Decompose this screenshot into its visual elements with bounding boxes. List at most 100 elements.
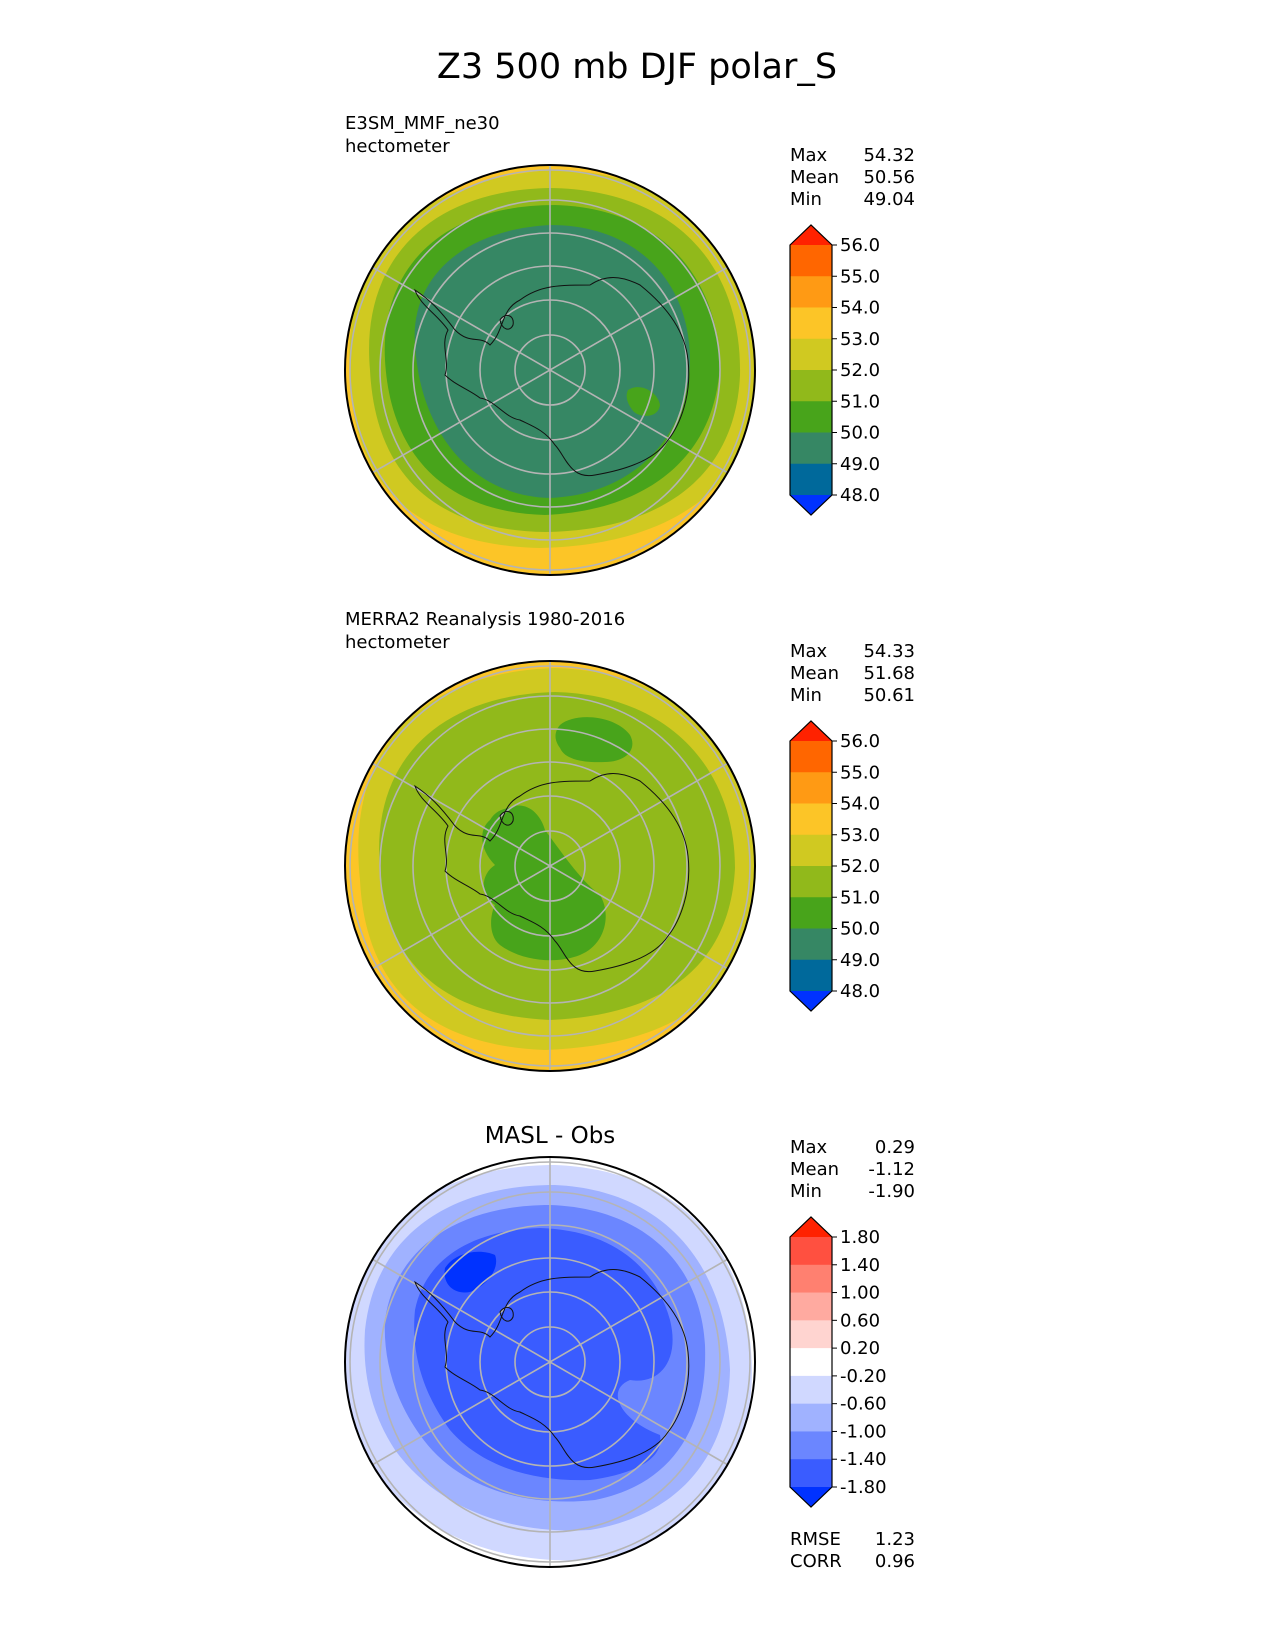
colorbar-segment (790, 401, 832, 433)
colorbar-tick-label: 49.0 (840, 950, 880, 971)
stat-mean-label: Mean (790, 1159, 839, 1180)
panel-reference-units: hectometer (345, 632, 450, 653)
coastline-reference (414, 773, 690, 973)
colorbar-tick-label: -0.20 (840, 1366, 887, 1387)
figure-title: Z3 500 mb DJF polar_S (437, 47, 837, 87)
coastline-diff (414, 1269, 690, 1469)
panel-test-label: E3SM_MMF_ne30 (345, 113, 500, 134)
colorbar-segment (790, 772, 832, 804)
colorbar-tick-label: 0.60 (840, 1310, 880, 1331)
metric-rmse-value: 1.23 (875, 1529, 915, 1550)
colorbar-segment (790, 1320, 832, 1349)
metric-rmse-label: RMSE (790, 1529, 841, 1550)
colorbar-extend-min (790, 495, 832, 515)
colorbar-segment (790, 245, 832, 277)
gridlines-reference (349, 661, 751, 1071)
colorbar-segment (790, 432, 832, 465)
colorbar-tick-label: 52.0 (840, 856, 880, 877)
colorbar-extend-max (790, 1217, 832, 1237)
stat-mean-value: -1.12 (868, 1159, 915, 1180)
stat-mean-label: Mean (790, 167, 839, 188)
stat-max-value: 0.29 (875, 1137, 915, 1158)
colorbar-tick-label: 48.0 (840, 981, 880, 1002)
stat-max-value: 54.33 (863, 641, 915, 662)
colorbar-segment (790, 307, 832, 340)
map-boundary-reference (344, 660, 756, 1072)
colorbar-segment (790, 338, 832, 371)
colorbar-tick-label: -0.60 (840, 1394, 887, 1415)
panel-reference: MERRA2 Reanalysis 1980-2016 hectometer M… (344, 609, 915, 1072)
colorbar-segment (790, 1264, 832, 1294)
colorbar-segment (790, 370, 832, 402)
colorbar-tick-label: -1.80 (840, 1477, 887, 1498)
colorbar-extend-min (790, 991, 832, 1011)
colorbar-tick-label: 1.00 (840, 1283, 880, 1304)
colorbar-tick-label: 49.0 (840, 454, 880, 475)
metrics-diff: RMSE 1.23 CORR 0.96 (790, 1529, 915, 1572)
colorbar-tick-label: 53.0 (840, 329, 880, 350)
metric-corr-value: 0.96 (875, 1551, 915, 1572)
colorbar-extend-max (790, 721, 832, 741)
stat-min-label: Min (790, 685, 822, 706)
stat-mean-label: Mean (790, 663, 839, 684)
panel-diff: MASL - Obs Max 0.29 Mean -1.12 (344, 1123, 915, 1572)
colorbar-test: 56.0 55.0 54.0 53.0 52.0 51.0 50.0 49.0 48.0 (789, 224, 880, 516)
colorbar-tick-label: 55.0 (840, 762, 880, 783)
stat-mean-value: 50.56 (863, 167, 915, 188)
colorbar-segment (790, 959, 832, 992)
colorbar-tick-label: 54.0 (840, 298, 880, 319)
contour-fill-level-4 (414, 1228, 673, 1481)
stat-mean-value: 51.68 (863, 663, 915, 684)
panel-test: E3SM_MMF_ne30 hectometer Max 54.32 (344, 113, 915, 576)
colorbar-tick-label: 54.0 (840, 794, 880, 815)
panel-test-units: hectometer (345, 136, 450, 157)
colorbar-tick-label: 0.20 (840, 1338, 880, 1359)
colorbar-tick-label: 52.0 (840, 360, 880, 381)
map-boundary-diff (344, 1156, 756, 1568)
colorbar-extend-max (790, 225, 832, 245)
colorbar-segment (790, 1292, 832, 1321)
colorbar-tick-label: 50.0 (840, 423, 880, 444)
stat-max-value: 54.32 (863, 145, 915, 166)
stat-min-label: Min (790, 189, 822, 210)
colorbar-tick-label: 50.0 (840, 919, 880, 940)
colorbar-tick-label: -1.40 (840, 1449, 887, 1470)
colorbar-segment (790, 1375, 832, 1405)
colorbar-segment (790, 803, 832, 836)
stat-min-value: -1.90 (868, 1181, 915, 1202)
map-boundary-test (344, 164, 756, 576)
colorbar-diff: 1.80 1.40 1.00 0.60 0.20 -0.20 -0.60 -1.00 -1.40… (789, 1216, 887, 1508)
coastline-test (414, 277, 690, 477)
colorbar-extend-min (790, 1487, 832, 1507)
colorbar-segment (790, 928, 832, 961)
colorbar-segment (790, 1237, 832, 1266)
stat-max-label: Max (790, 1137, 828, 1158)
colorbar-tick-label: 56.0 (840, 731, 880, 752)
colorbar-segment (790, 897, 832, 929)
contour-fill-50-51-north (555, 717, 633, 763)
stats-test: Max 54.32 Mean 50.56 Min 49.04 (790, 145, 915, 210)
colorbar-tick-label: -1.00 (840, 1421, 887, 1442)
colorbar-segment (790, 276, 832, 308)
colorbar-tick-label: 51.0 (840, 887, 880, 908)
colorbar-segment (790, 1348, 832, 1377)
colorbar-segment (790, 1403, 832, 1432)
stat-min-label: Min (790, 1181, 822, 1202)
panel-diff-title: MASL - Obs (485, 1123, 616, 1149)
colorbar-segment (790, 1459, 832, 1488)
colorbar-tick-label: 1.80 (840, 1227, 880, 1248)
colorbar-segment (790, 463, 832, 496)
colorbar-tick-label: 51.0 (840, 391, 880, 412)
colorbar-segment (790, 834, 832, 867)
gridlines-test (349, 165, 751, 575)
stat-max-label: Max (790, 641, 828, 662)
panel-reference-label: MERRA2 Reanalysis 1980-2016 (345, 609, 625, 630)
colorbar-tick-label: 1.40 (840, 1255, 880, 1276)
colorbar-segment (790, 1431, 832, 1460)
colorbar-tick-label: 53.0 (840, 825, 880, 846)
stat-max-label: Max (790, 145, 828, 166)
stats-reference: Max 54.33 Mean 51.68 Min 50.61 (790, 641, 915, 706)
colorbar-segment (790, 866, 832, 898)
colorbar-tick-label: 56.0 (840, 235, 880, 256)
